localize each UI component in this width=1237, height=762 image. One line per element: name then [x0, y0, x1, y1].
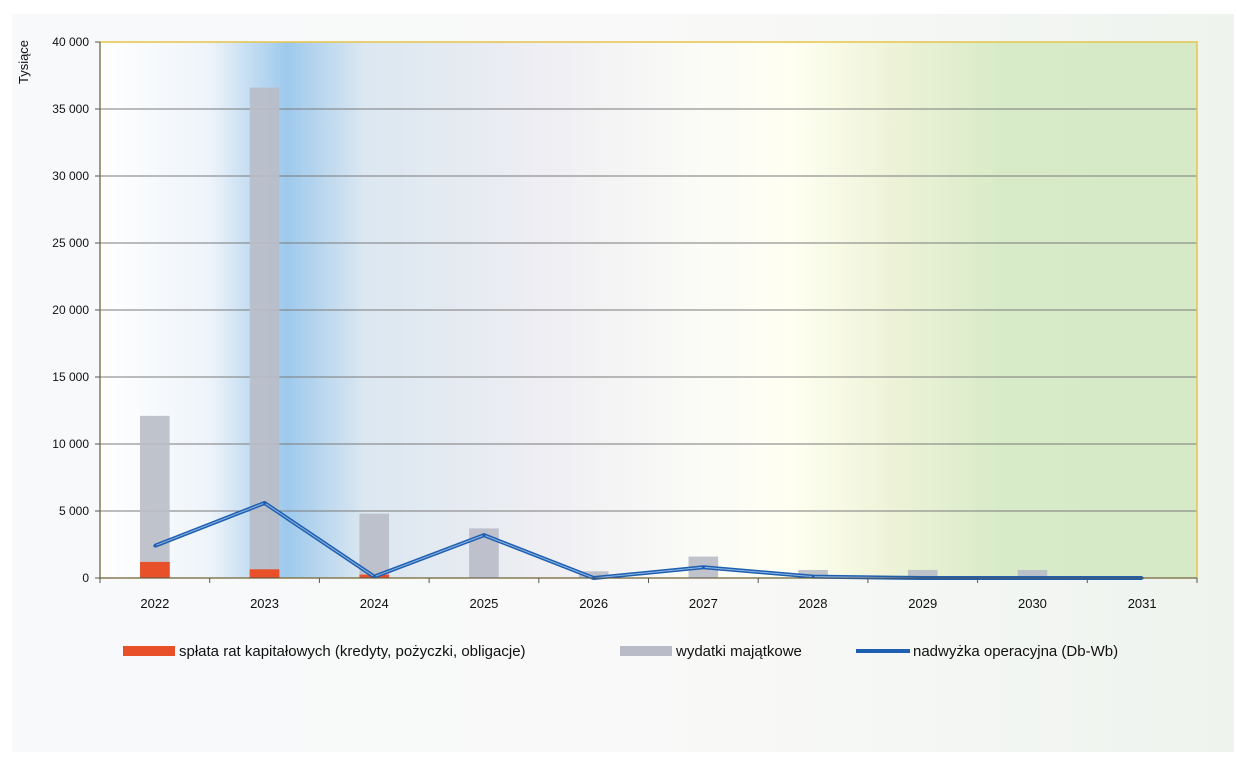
- y-tick-label: 10 000: [52, 437, 89, 451]
- x-tick-label: 2028: [799, 596, 828, 611]
- bar-splata-overlay: [140, 561, 170, 578]
- legend-swatch: [620, 646, 672, 656]
- bar-wydatki: [140, 415, 170, 578]
- bars-group: [140, 87, 1048, 578]
- legend: spłata rat kapitałowych (kredyty, pożycz…: [123, 643, 1118, 660]
- bar-wydatki: [578, 571, 609, 578]
- y-tick-label: 0: [82, 571, 89, 585]
- y-tick-label: 30 000: [52, 169, 89, 183]
- x-tick-label: 2026: [579, 596, 608, 611]
- bar-wydatki: [359, 513, 390, 578]
- x-tick-label: 2030: [1018, 596, 1047, 611]
- x-tick-labels: 2022 2023 2024 2025 2026 2027 2028 2029 2030 2031: [99, 578, 1198, 611]
- legend-swatch: [123, 646, 175, 656]
- x-tick-label: 2029: [908, 596, 937, 611]
- line-point: [482, 533, 486, 537]
- line-point: [153, 544, 157, 548]
- x-tick-label: 2024: [360, 596, 389, 611]
- x-tick-label: 2023: [250, 596, 279, 611]
- y-tick-label: 35 000: [52, 102, 89, 116]
- x-tick-label: 2025: [469, 596, 498, 611]
- x-tick-label: 2022: [140, 596, 169, 611]
- line-point: [263, 501, 267, 505]
- x-tick-label: 2027: [689, 596, 718, 611]
- y-tick-labels: 0 5 000 10 000 15 000 20 000 25 000 30 000 35 0…: [52, 35, 100, 585]
- y-tick-label: 5 000: [59, 504, 89, 518]
- bar-splata-overlay: [249, 569, 280, 578]
- legend-item-nadwyzka: nadwyżka operacyjna (Db-Wb): [913, 643, 1118, 660]
- x-tick-label: 2031: [1128, 596, 1157, 611]
- legend-item-splata: spłata rat kapitałowych (kredyty, pożycz…: [179, 643, 526, 660]
- y-tick-label: 25 000: [52, 236, 89, 250]
- y-axis-label: Tysiące: [16, 40, 31, 84]
- line-point: [811, 575, 815, 579]
- bar-wydatki: [798, 569, 828, 578]
- line-point: [701, 565, 705, 569]
- bar-wydatki: [1017, 569, 1048, 578]
- bar-wydatki: [249, 87, 280, 578]
- y-tick-label: 20 000: [52, 303, 89, 317]
- y-tick-label: 40 000: [52, 35, 89, 49]
- line-point: [372, 575, 376, 579]
- bar-wydatki: [907, 569, 938, 578]
- legend-item-wydatki: wydatki majątkowe: [675, 643, 802, 660]
- y-tick-label: 15 000: [52, 370, 89, 384]
